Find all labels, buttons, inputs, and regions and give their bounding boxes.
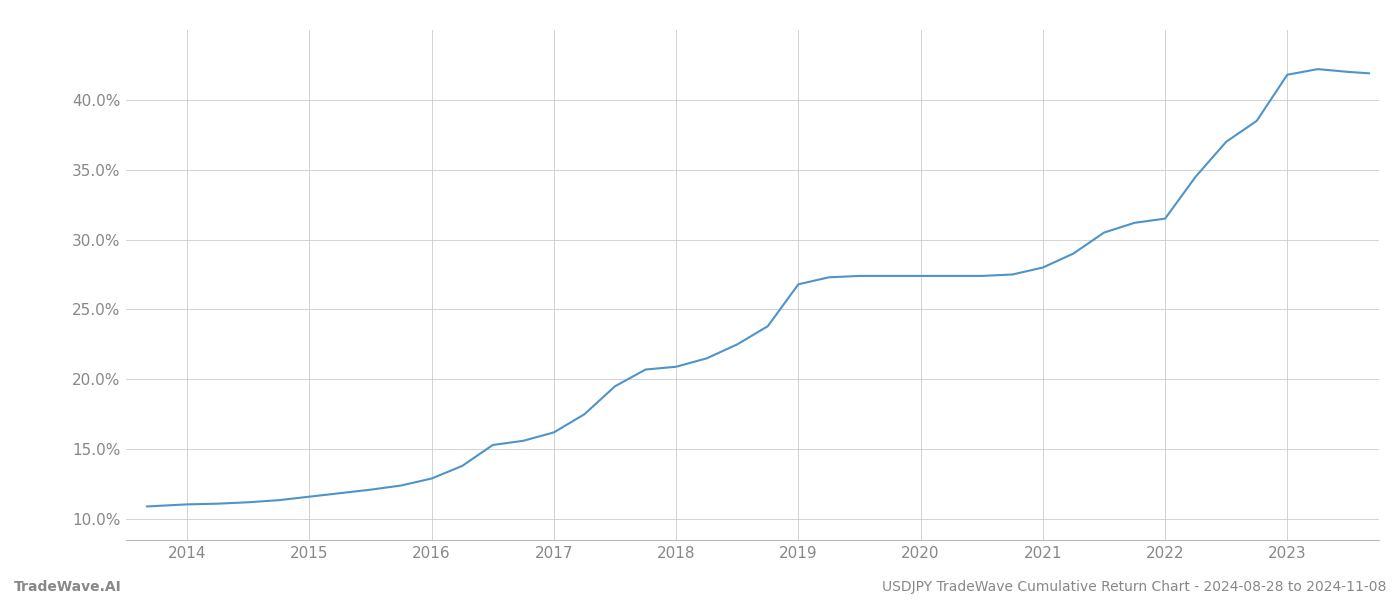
Text: USDJPY TradeWave Cumulative Return Chart - 2024-08-28 to 2024-11-08: USDJPY TradeWave Cumulative Return Chart… <box>882 580 1386 594</box>
Text: TradeWave.AI: TradeWave.AI <box>14 580 122 594</box>
